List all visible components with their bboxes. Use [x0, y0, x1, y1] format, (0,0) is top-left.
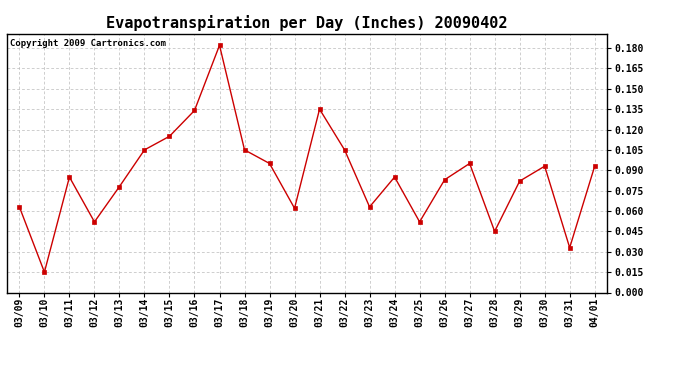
Title: Evapotranspiration per Day (Inches) 20090402: Evapotranspiration per Day (Inches) 2009… [106, 15, 508, 31]
Text: Copyright 2009 Cartronics.com: Copyright 2009 Cartronics.com [10, 39, 166, 48]
